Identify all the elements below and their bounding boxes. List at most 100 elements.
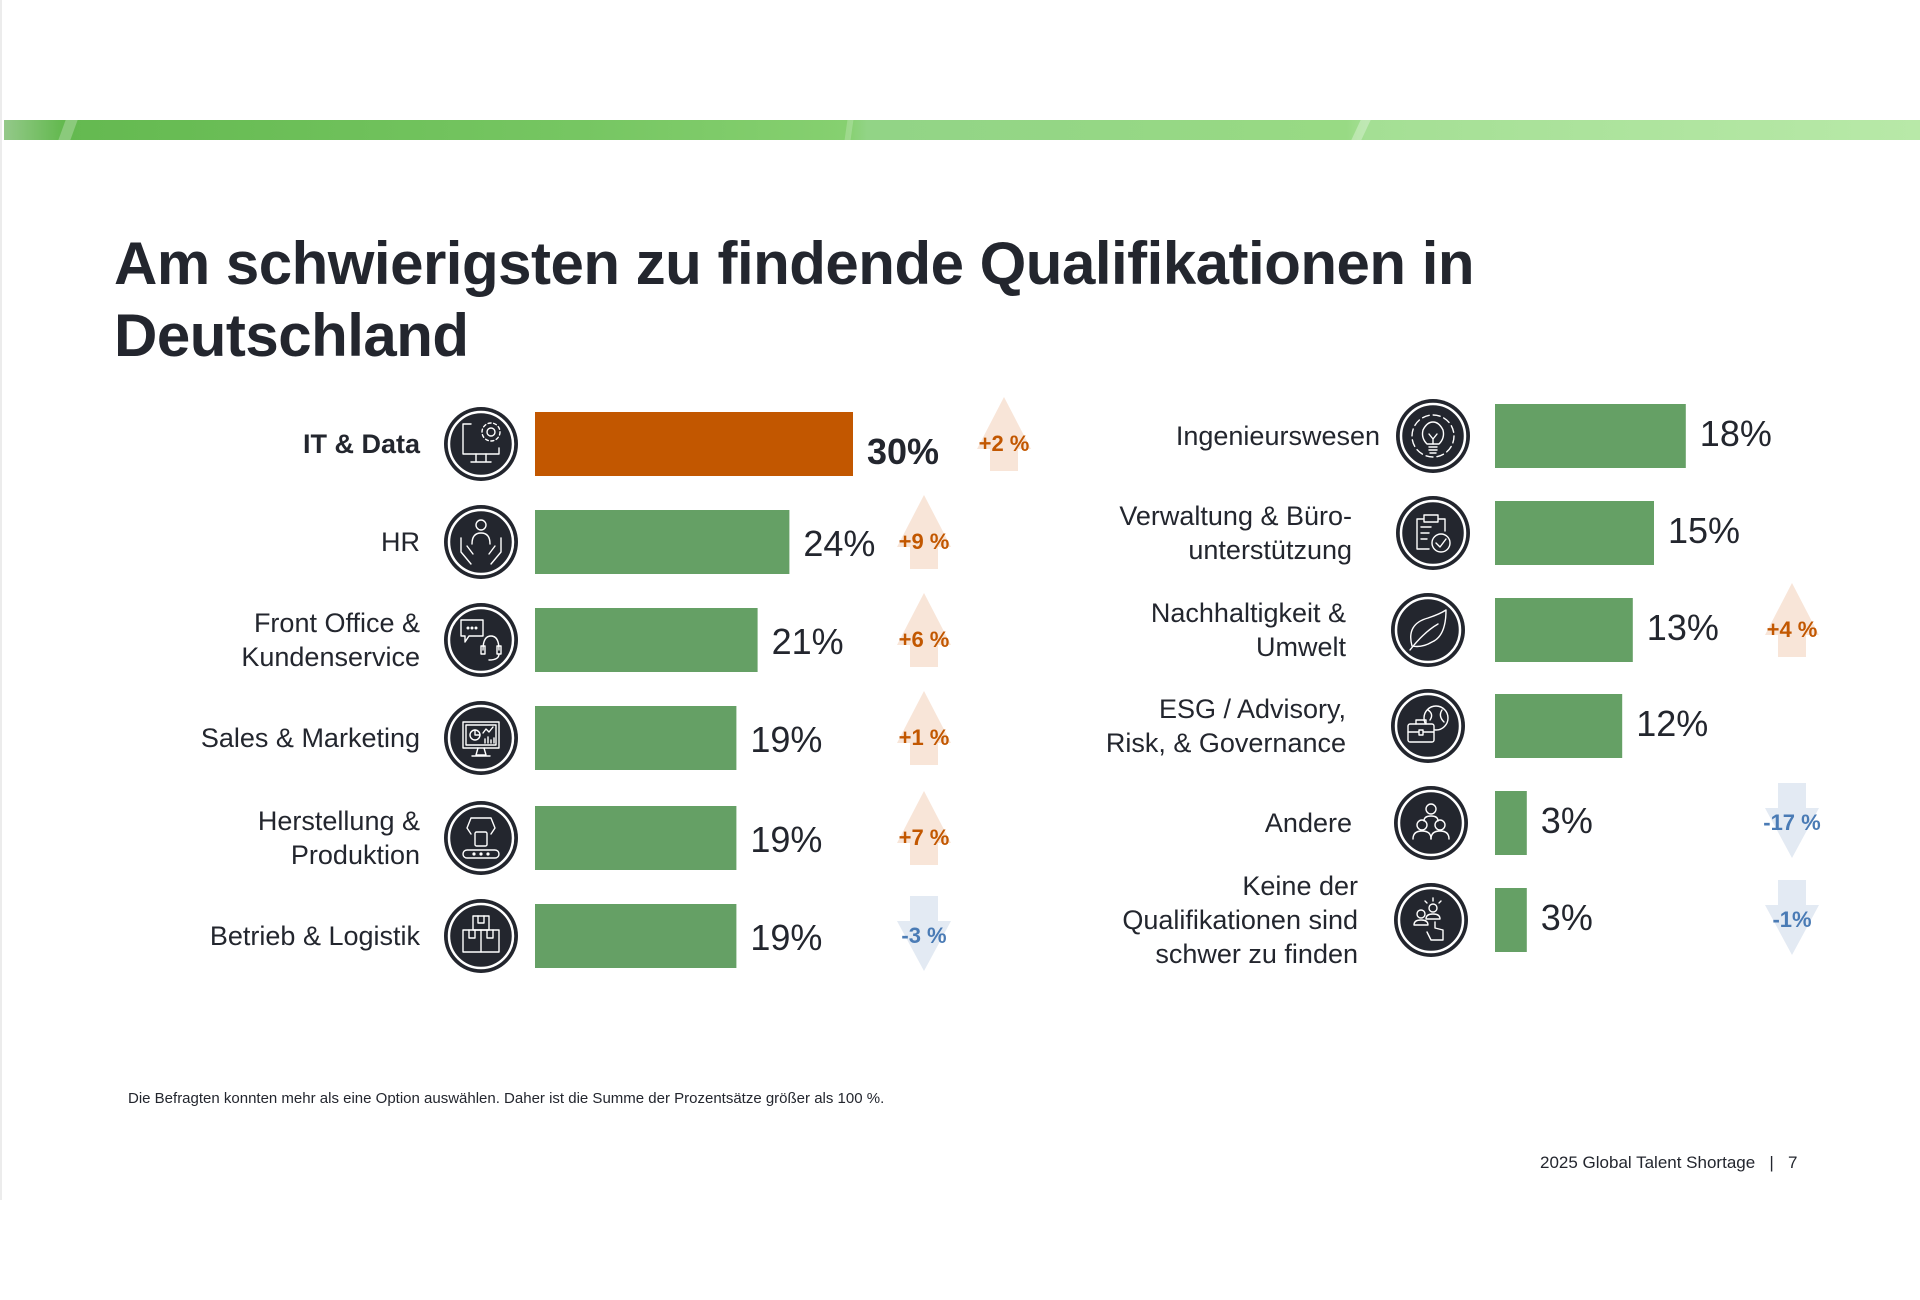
bar-chart: IT & Data 30% +2 % HR 24% +9 % Front Office & K…: [201, 397, 1821, 973]
change-label: +7 %: [899, 825, 950, 850]
change-label: +1 %: [899, 725, 950, 750]
monitor-chart-icon: [444, 701, 518, 775]
value-label: 19%: [750, 917, 822, 958]
footer: 2025 Global Talent Shortage | 7: [1540, 1153, 1797, 1173]
arrow-up-icon: [897, 691, 951, 765]
change-label: -1%: [1772, 907, 1811, 932]
bar: [535, 706, 737, 770]
monitor-gear-icon: [444, 407, 518, 481]
value-label: 18%: [1700, 413, 1772, 454]
change-up-indicator: +4 %: [1765, 583, 1819, 657]
bar-row: Andere 3%: [1265, 791, 1593, 855]
bar-row: Betrieb & Logistik 19%: [210, 904, 822, 968]
category-label: Andere: [1265, 808, 1352, 838]
category-label: Produktion: [291, 840, 420, 870]
footnote: Die Befragten konnten mehr als eine Opti…: [128, 1090, 885, 1107]
arrow-down-icon: [1765, 880, 1819, 955]
boxes-icon: [444, 899, 518, 973]
arrow-up-icon: [897, 495, 951, 569]
arrow-up-icon: [897, 791, 951, 865]
category-label: IT & Data: [303, 429, 421, 459]
bar-row: Sales & Marketing 19%: [201, 706, 822, 770]
change-up-indicator: +6 %: [897, 593, 951, 667]
category-label: Herstellung &: [258, 806, 420, 836]
category-label: unterstützung: [1188, 535, 1352, 565]
bar: [1495, 501, 1654, 565]
change-label: +4 %: [1767, 617, 1818, 642]
value-label: 24%: [803, 523, 875, 564]
bar-row: ESG / Advisory, Risk, & Governance 12%: [1106, 694, 1708, 758]
bar-row: Keine der Qualifikationen sind schwer zu f…: [1122, 871, 1592, 969]
people-group-icon: [1394, 786, 1468, 860]
category-label: Sales & Marketing: [201, 723, 420, 753]
bar-row: IT & Data 30%: [303, 412, 939, 476]
change-label: +9 %: [899, 529, 950, 554]
bar: [535, 806, 737, 870]
person-hands-icon: [444, 505, 518, 579]
footer-separator: |: [1769, 1153, 1774, 1172]
bar: [1495, 404, 1686, 468]
bar-row: Nachhaltigkeit & Umwelt 13%: [1151, 598, 1719, 662]
category-label: Risk, & Governance: [1106, 728, 1346, 758]
arrow-down-icon: [897, 896, 951, 971]
change-down-indicator: -3 %: [897, 896, 951, 971]
category-label: ESG / Advisory,: [1159, 694, 1346, 724]
value-label: 15%: [1668, 510, 1740, 551]
page-title: Am schwierigsten zu findende Qualifikati…: [114, 230, 1475, 369]
change-up-indicator: +9 %: [897, 495, 951, 569]
bar: [1495, 791, 1527, 855]
bar: [1495, 598, 1633, 662]
category-label: Kundenservice: [241, 642, 420, 672]
change-up-indicator: +7 %: [897, 791, 951, 865]
value-label: 3%: [1541, 800, 1593, 841]
category-label: Verwaltung & Büro-: [1119, 501, 1352, 531]
bar-row: Verwaltung & Büro-unterstützung 15%: [1119, 501, 1740, 565]
chat-headset-icon: [444, 603, 518, 677]
people-pointer-icon: [1394, 883, 1468, 957]
change-up-indicator: +2 %: [977, 397, 1031, 471]
bar: [535, 904, 737, 968]
bar: [535, 412, 853, 476]
change-label: -3 %: [901, 923, 946, 948]
change-up-indicator: +1 %: [897, 691, 951, 765]
arrow-down-icon: [1765, 783, 1819, 858]
robot-arm-conveyor-icon: [444, 801, 518, 875]
briefcase-globe-icon: [1391, 689, 1465, 763]
category-label: Umwelt: [1256, 632, 1347, 662]
value-label: 19%: [750, 719, 822, 760]
footer-report-title: 2025 Global Talent Shortage: [1540, 1153, 1756, 1172]
bar-row: Front Office & Kundenservice 21%: [241, 608, 844, 672]
value-label: 21%: [772, 621, 844, 662]
category-label: schwer zu finden: [1155, 939, 1358, 969]
category-label: HR: [381, 527, 420, 557]
value-label: 19%: [750, 819, 822, 860]
change-label: -17 %: [1763, 810, 1820, 835]
category-label: Qualifikationen sind: [1122, 905, 1358, 935]
bar-row: Ingenieurswesen 18%: [1176, 404, 1772, 468]
category-label: Betrieb & Logistik: [210, 921, 421, 951]
category-label: Ingenieurswesen: [1176, 421, 1380, 451]
page-number: 7: [1787, 1153, 1798, 1172]
category-label: Keine der: [1242, 871, 1358, 901]
value-label: 3%: [1541, 897, 1593, 938]
slide: Am schwierigsten zu findende Qualifikati…: [0, 0, 1920, 1200]
bar: [1495, 888, 1527, 952]
gear-lightbulb-icon: [1396, 399, 1470, 473]
bar-row: HR 24%: [381, 510, 875, 574]
value-label: 12%: [1636, 703, 1708, 744]
change-label: +2 %: [979, 431, 1030, 456]
change-down-indicator: -17 %: [1763, 783, 1821, 858]
value-label: 30%: [867, 431, 939, 472]
change-down-indicator: -1%: [1765, 880, 1819, 955]
leaf-icon: [1391, 593, 1465, 667]
bar: [1495, 694, 1623, 758]
category-label: Nachhaltigkeit &: [1151, 598, 1346, 628]
bar: [535, 510, 790, 574]
arrow-up-icon: [1765, 583, 1819, 657]
clipboard-check-icon: [1396, 496, 1470, 570]
arrow-up-icon: [977, 397, 1031, 471]
bar-row: Herstellung & Produktion 19%: [258, 806, 822, 870]
category-label: Front Office &: [254, 608, 420, 638]
arrow-up-icon: [897, 593, 951, 667]
bar: [535, 608, 758, 672]
